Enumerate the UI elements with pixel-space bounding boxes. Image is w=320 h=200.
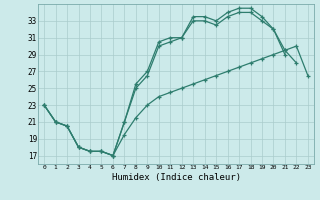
X-axis label: Humidex (Indice chaleur): Humidex (Indice chaleur)	[111, 173, 241, 182]
